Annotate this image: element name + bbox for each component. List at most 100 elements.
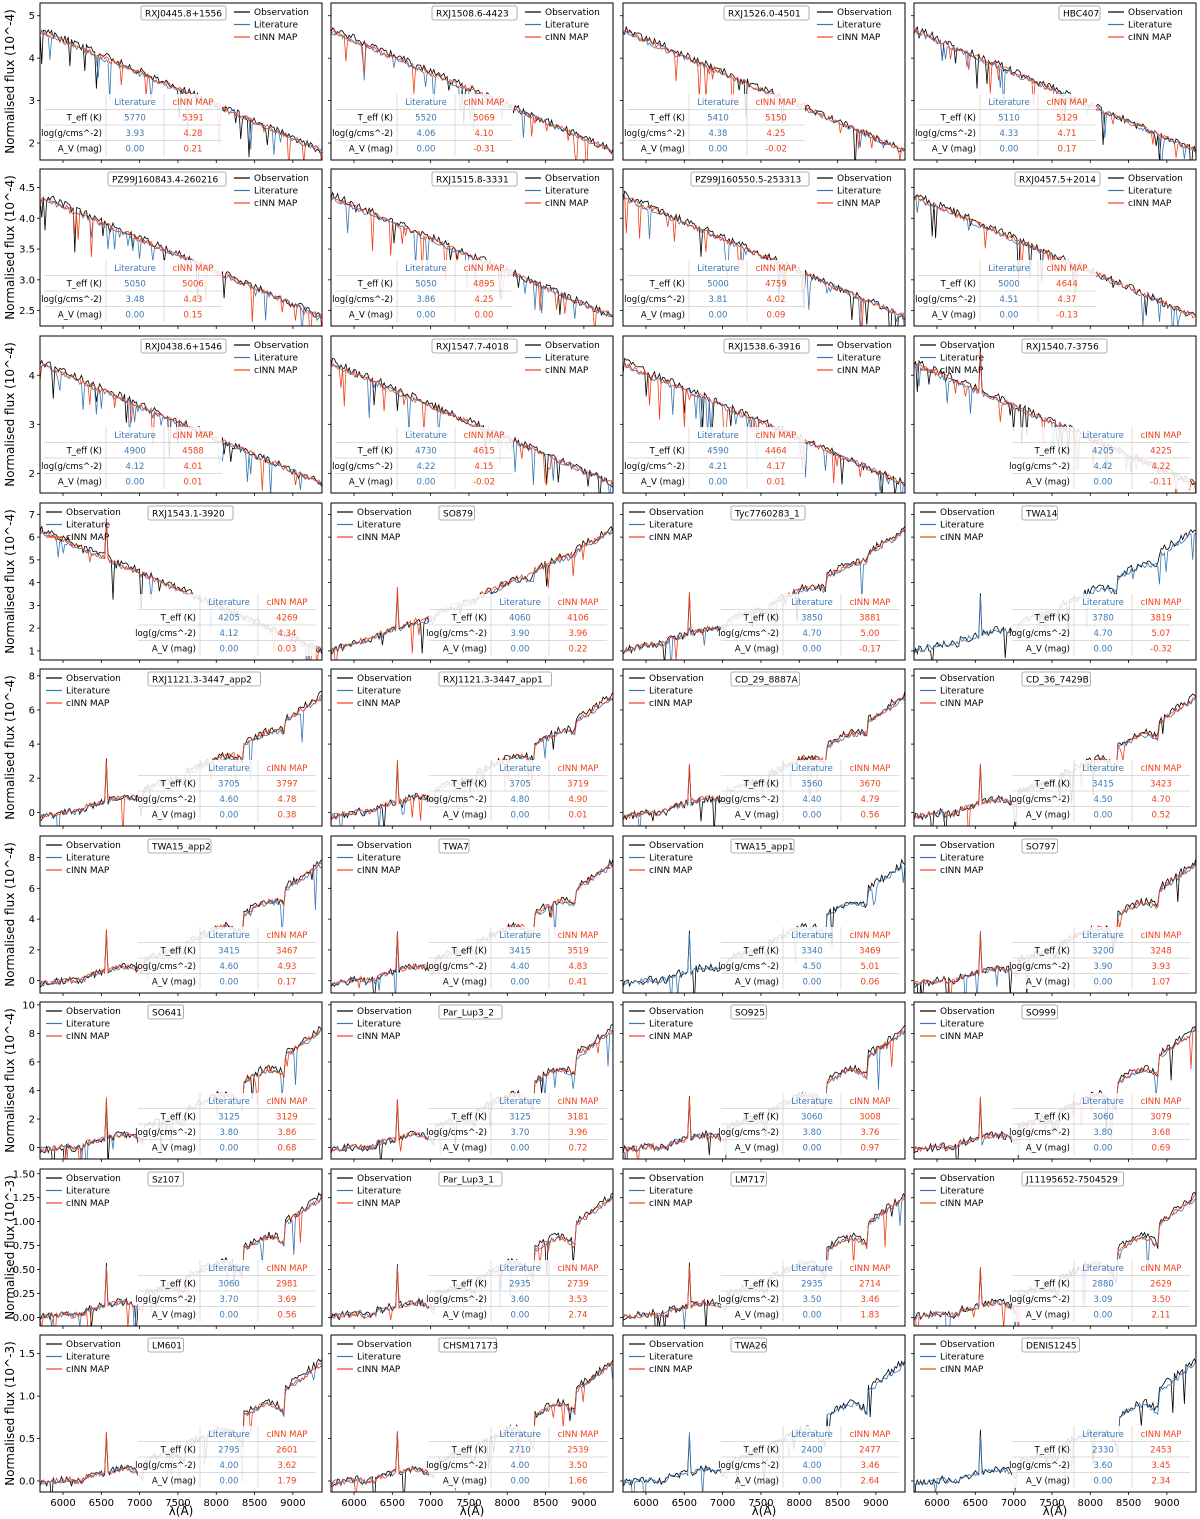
table-cinn-value: 4.79: [861, 795, 880, 805]
legend-label: Observation: [254, 341, 309, 351]
star-name-box: [1014, 171, 1101, 187]
table-cinn-value: 3819: [1150, 614, 1172, 624]
observation-line: [623, 190, 905, 326]
table-cinn-value: 2453: [1150, 1446, 1172, 1456]
table-cinn-value: 1.07: [1152, 978, 1171, 988]
table-row-label: T_eff (K): [451, 1113, 487, 1123]
table-literature-value: 3.80: [1094, 1128, 1113, 1138]
table-header-literature: Literature: [697, 431, 739, 441]
legend-label: Observation: [66, 1174, 121, 1184]
star-name-label: RXJ1547.7-4018: [436, 343, 509, 353]
x-tick-label: 8500: [533, 1498, 558, 1509]
star-name-box: [147, 1171, 184, 1187]
table-cinn-value: 3469: [859, 947, 881, 957]
axes-frame: [913, 2, 1197, 161]
legend-label: cINN MAP: [940, 1032, 984, 1042]
y-tick-label: 4.5: [19, 183, 35, 194]
x-tick-label: 6500: [380, 1498, 405, 1509]
table-literature-value: 3.81: [709, 295, 728, 305]
table-row-label: log(g/cms^-2): [915, 129, 976, 139]
table-literature-value: 0.00: [511, 1477, 530, 1487]
legend-label: Observation: [545, 341, 600, 351]
literature-line: [914, 30, 1196, 160]
table-literature-value: 2935: [509, 1280, 531, 1290]
legend-label: Literature: [837, 21, 882, 31]
table-row-label: log(g/cms^-2): [135, 1461, 196, 1471]
table-cinn-value: 3.50: [569, 1461, 588, 1471]
star-name-label: PZ99J160843.4-260216: [112, 176, 219, 186]
parameter-table: Literature cINN MAP T_eff (K) 3125 3129 log(g…: [135, 1093, 316, 1155]
table-row-label: A_V (mag): [735, 1477, 779, 1487]
table-row-label: log(g/cms^-2): [135, 1128, 196, 1138]
panel-PZ99J160550.5-253313: Observation Literature cINN MAP PZ99J160550…: [620, 168, 906, 329]
spectrum-lines: [40, 29, 322, 160]
table-literature-value: 0.00: [126, 145, 145, 155]
table-row-label: T_eff (K): [451, 614, 487, 624]
table-row-label: A_V (mag): [735, 978, 779, 988]
y-tick-label: 3: [29, 601, 35, 612]
legend-label: Literature: [357, 1020, 402, 1030]
table-row-label: log(g/cms^-2): [718, 795, 779, 805]
legend-label: Observation: [357, 1174, 412, 1184]
table-cinn-value: 4.10: [475, 129, 494, 139]
table-row-label: A_V (mag): [443, 811, 487, 821]
table-header-cinn: cINN MAP: [1141, 598, 1182, 608]
axes-frame: [330, 1334, 614, 1493]
table-row-label: A_V (mag): [349, 478, 393, 488]
legend: Observation Literature cINN MAP: [629, 1007, 704, 1042]
cinn-map-line: [623, 360, 905, 484]
table-literature-value: 3560: [801, 780, 823, 790]
table-cinn-value: 2.34: [1152, 1477, 1171, 1487]
table-literature-value: 4.40: [803, 795, 822, 805]
table-row-label: log(g/cms^-2): [1009, 795, 1070, 805]
table-cinn-value: 5391: [182, 114, 204, 124]
table-row-label: A_V (mag): [58, 311, 102, 321]
table-row-label: T_eff (K): [1034, 614, 1070, 624]
table-cinn-value: 4615: [473, 447, 495, 457]
table-cinn-value: 3670: [859, 780, 881, 790]
star-name-label: RXJ1121.3-3447_app1: [443, 676, 543, 686]
star-name-box: [1021, 1004, 1058, 1020]
table-header-literature: Literature: [499, 1097, 541, 1107]
star-name-label: RXJ1508.6-4423: [436, 10, 509, 20]
axes-frame: [622, 2, 906, 161]
table-cinn-value: 4.15: [475, 462, 494, 472]
legend: Observation Literature cINN MAP: [1108, 174, 1183, 209]
table-row-label: T_eff (K): [743, 1280, 779, 1290]
table-literature-value: 0.00: [417, 478, 436, 488]
table-header-cinn: cINN MAP: [558, 764, 599, 774]
legend-label: Observation: [357, 674, 412, 684]
table-cinn-value: 3181: [567, 1113, 589, 1123]
table-header-cinn: cINN MAP: [464, 264, 505, 274]
table-literature-value: 4205: [1092, 447, 1114, 457]
table-cinn-value: 0.03: [278, 645, 297, 655]
star-name-label: HBC407: [1063, 10, 1099, 20]
table-literature-value: 4.38: [709, 129, 728, 139]
axes-frame: [330, 168, 614, 327]
table-header-literature: Literature: [1082, 1430, 1124, 1440]
parameter-table: Literature cINN MAP T_eff (K) 4730 4615 log(g…: [332, 427, 513, 489]
x-tick-label: 9000: [863, 1498, 888, 1509]
table-cinn-value: -0.02: [765, 145, 787, 155]
parameter-table: Literature cINN MAP T_eff (K) 3705 3797 log(g…: [135, 760, 316, 822]
y-tick-label: 1.0: [19, 1392, 35, 1403]
table-literature-value: 3780: [1092, 614, 1114, 624]
y-tick-label: 10: [22, 1000, 35, 1011]
table-cinn-value: 3.62: [278, 1461, 297, 1471]
table-row-label: A_V (mag): [1026, 811, 1070, 821]
table-literature-value: 3340: [801, 947, 823, 957]
table-literature-value: 3.90: [511, 629, 530, 639]
observation-line: [40, 359, 322, 488]
legend-label: cINN MAP: [940, 866, 984, 876]
legend-label: cINN MAP: [357, 533, 401, 543]
star-name-label: SO879: [443, 510, 473, 520]
table-cinn-value: 0.69: [1152, 1144, 1171, 1154]
x-tick-label: 8500: [825, 1498, 850, 1509]
table-row-label: T_eff (K): [451, 780, 487, 790]
table-literature-value: 0.00: [417, 145, 436, 155]
x-tick-label: 8500: [1116, 1498, 1141, 1509]
axes-frame: [330, 835, 614, 994]
table-literature-value: 4.40: [511, 962, 530, 972]
table-literature-value: 3.48: [126, 295, 145, 305]
legend-label: cINN MAP: [1128, 199, 1172, 209]
